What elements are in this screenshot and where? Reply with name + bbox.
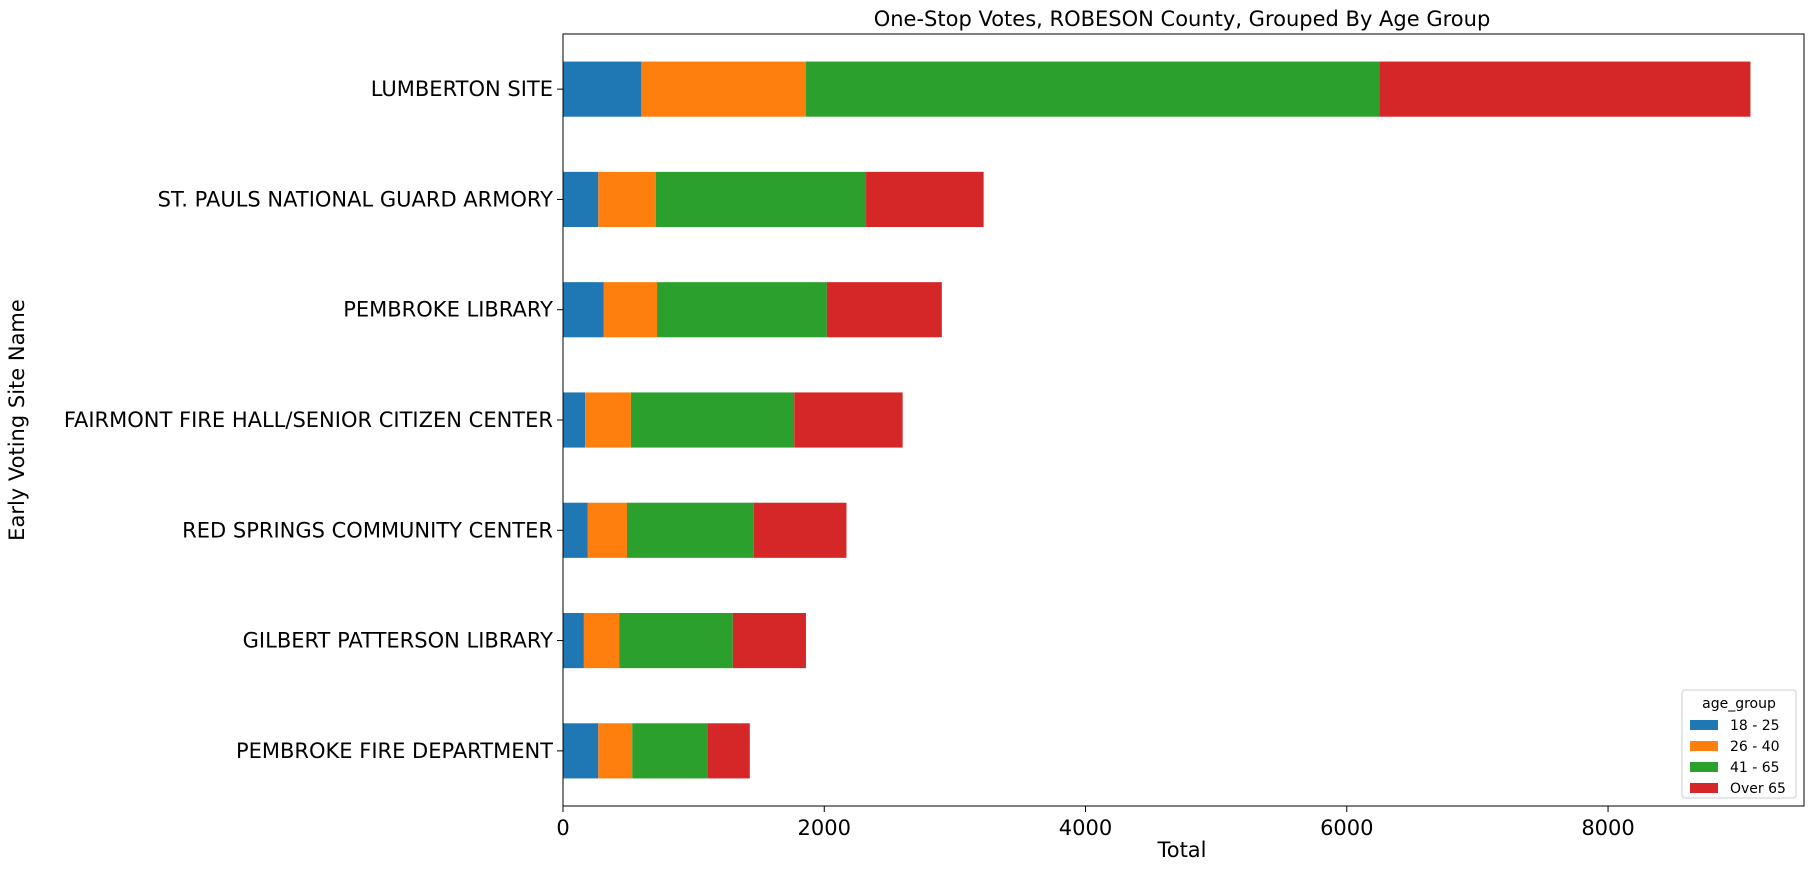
y-tick-label: FAIRMONT FIRE HALL/SENIOR CITIZEN CENTER xyxy=(64,408,553,432)
bar-lumberton-site-41-65 xyxy=(805,61,1380,117)
x-tick-label: 8000 xyxy=(1581,816,1634,840)
bar-pembroke-library-41-65 xyxy=(657,282,827,338)
y-tick-label: ST. PAULS NATIONAL GUARD ARMORY xyxy=(158,187,554,211)
bar-red-springs-community-center-26-40 xyxy=(587,502,628,558)
y-tick-label: LUMBERTON SITE xyxy=(371,77,553,101)
bar-st-pauls-national-guard-armory-41-65 xyxy=(655,171,867,227)
chart-title: One-Stop Votes, ROBESON County, Grouped … xyxy=(874,7,1491,31)
bar-red-springs-community-center-18-25 xyxy=(563,502,588,558)
y-tick-label: PEMBROKE FIRE DEPARTMENT xyxy=(236,739,553,763)
bar-pembroke-library-over-65 xyxy=(826,282,942,338)
bar-fairmont-fire-hall-senior-citizen-center-41-65 xyxy=(630,392,795,448)
y-axis-label: Early Voting Site Name xyxy=(5,299,29,541)
bar-st-pauls-national-guard-armory-26-40 xyxy=(598,171,656,227)
legend-title: age_group xyxy=(1702,696,1776,712)
bar-gilbert-patterson-library-26-40 xyxy=(583,613,620,669)
y-tick-label: PEMBROKE LIBRARY xyxy=(343,298,553,322)
bar-pembroke-fire-department-over-65 xyxy=(708,723,750,779)
bar-red-springs-community-center-41-65 xyxy=(627,502,754,558)
bar-st-pauls-national-guard-armory-over-65 xyxy=(866,171,984,227)
plot-frame xyxy=(562,33,1805,807)
legend-label: 41 - 65 xyxy=(1730,760,1780,776)
legend-swatch-over-65 xyxy=(1690,783,1718,793)
bar-pembroke-library-18-25 xyxy=(563,282,604,338)
y-tick-label: RED SPRINGS COMMUNITY CENTER xyxy=(182,518,553,542)
x-tick-label: 0 xyxy=(556,816,569,840)
bar-fairmont-fire-hall-senior-citizen-center-26-40 xyxy=(585,392,631,448)
legend-label: 18 - 25 xyxy=(1730,718,1780,734)
x-tick-label: 2000 xyxy=(798,816,851,840)
legend: age_group 18 - 25 26 - 40 41 - 65 Over 65 xyxy=(1681,689,1797,799)
x-axis-label: Total xyxy=(1156,838,1206,862)
legend-label: Over 65 xyxy=(1730,781,1786,797)
bar-lumberton-site-over-65 xyxy=(1379,61,1751,117)
bar-pembroke-fire-department-18-25 xyxy=(563,723,599,779)
bar-gilbert-patterson-library-over-65 xyxy=(732,613,806,669)
bar-fairmont-fire-hall-senior-citizen-center-18-25 xyxy=(563,392,586,448)
x-tick-label: 4000 xyxy=(1059,816,1112,840)
bar-pembroke-library-26-40 xyxy=(603,282,658,338)
x-tick-label: 6000 xyxy=(1320,816,1373,840)
bar-fairmont-fire-hall-senior-citizen-center-over-65 xyxy=(794,392,903,448)
bar-pembroke-fire-department-26-40 xyxy=(598,723,633,779)
bar-gilbert-patterson-library-18-25 xyxy=(563,613,584,669)
bar-gilbert-patterson-library-41-65 xyxy=(619,613,733,669)
y-tick-label: GILBERT PATTERSON LIBRARY xyxy=(243,629,554,653)
bar-st-pauls-national-guard-armory-18-25 xyxy=(563,171,599,227)
legend-label: 26 - 40 xyxy=(1730,739,1780,755)
legend-swatch-41-65 xyxy=(1690,762,1718,772)
bar-red-springs-community-center-over-65 xyxy=(753,502,847,558)
bar-lumberton-site-18-25 xyxy=(563,61,642,117)
bar-pembroke-fire-department-41-65 xyxy=(632,723,709,779)
legend-swatch-26-40 xyxy=(1690,741,1718,751)
bar-lumberton-site-26-40 xyxy=(641,61,806,117)
legend-swatch-18-25 xyxy=(1690,720,1718,730)
